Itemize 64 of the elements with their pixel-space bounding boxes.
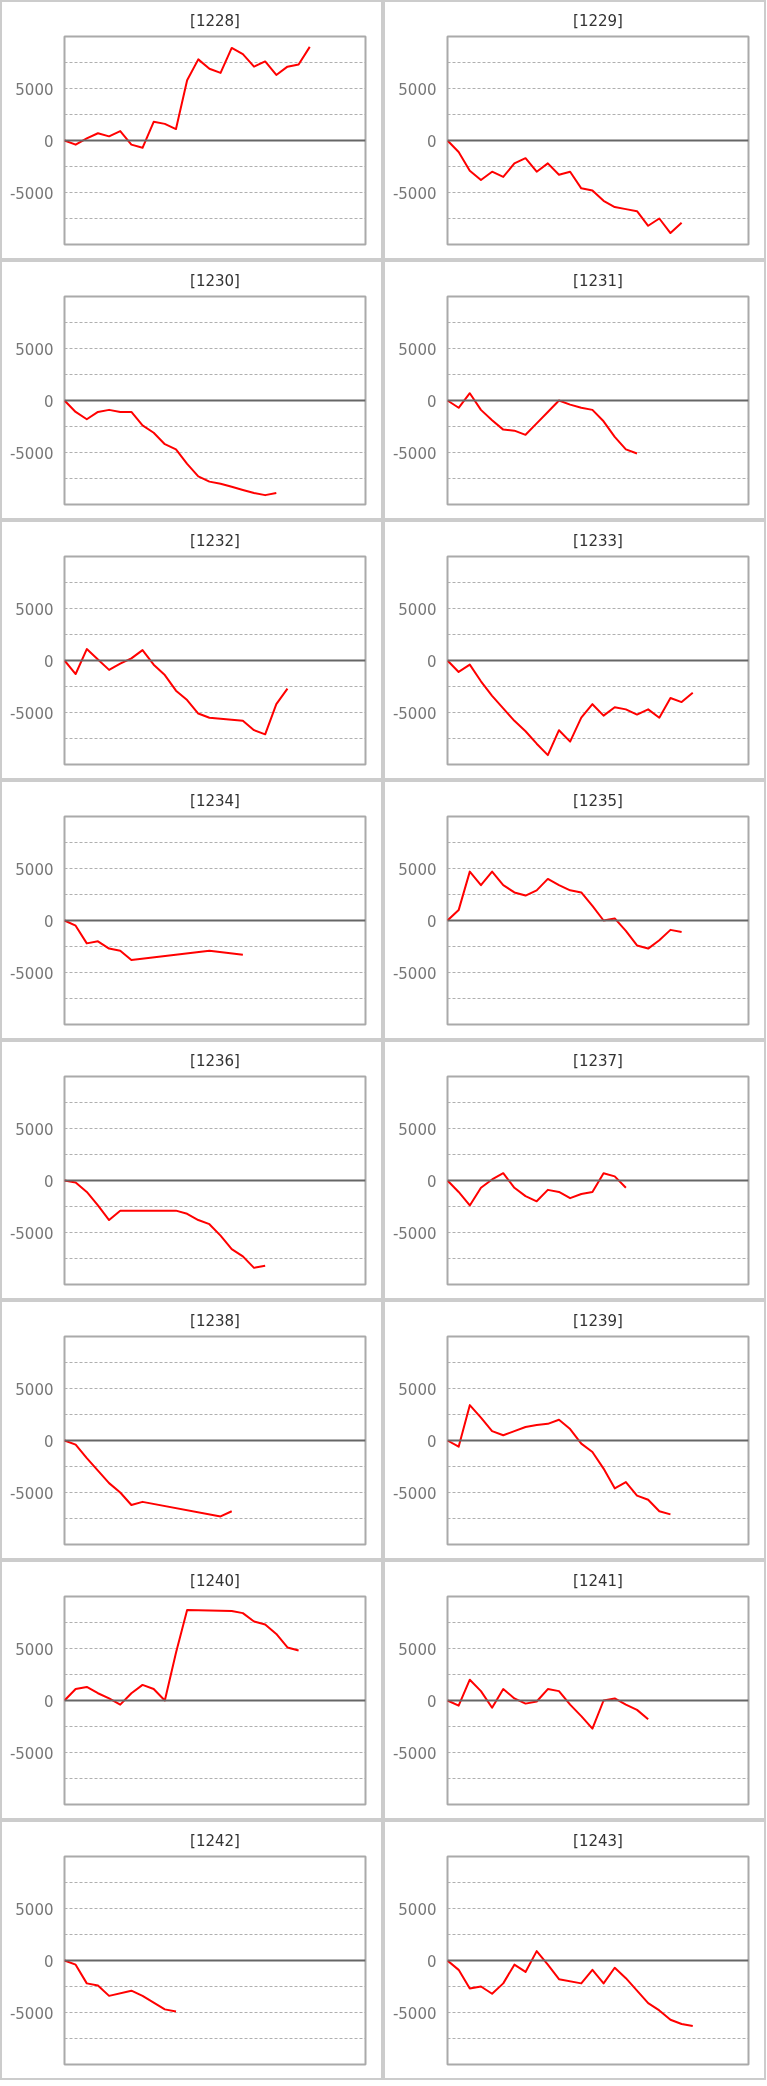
chart-title: [1240] [190, 1571, 240, 1590]
y-tick-label: 5000 [15, 340, 54, 359]
y-tick-label: -5000 [9, 1484, 54, 1503]
y-tick-label: -5000 [9, 1744, 54, 1763]
y-tick-label: 0 [43, 1952, 54, 1971]
y-tick-label: 5000 [398, 1380, 437, 1399]
y-tick-label: 0 [43, 652, 54, 671]
y-tick-label: 0 [426, 1952, 437, 1971]
y-tick-label: 5000 [15, 1120, 54, 1139]
y-tick-label: 5000 [15, 1640, 54, 1659]
y-tick-label: 5000 [398, 1900, 437, 1919]
chart-title: [1232] [190, 531, 240, 550]
y-tick-label: 0 [426, 132, 437, 151]
y-tick-label: -5000 [392, 964, 437, 983]
chart-title: [1229] [573, 11, 623, 30]
chart-title: [1228] [190, 11, 240, 30]
y-tick-label: -5000 [392, 184, 437, 203]
y-tick-label: 5000 [15, 860, 54, 879]
chart-title: [1237] [573, 1051, 623, 1070]
y-tick-label: 5000 [398, 340, 437, 359]
y-tick-label: -5000 [9, 184, 54, 203]
y-tick-label: 0 [426, 912, 437, 931]
y-tick-label: -5000 [392, 704, 437, 723]
y-tick-label: 0 [43, 1432, 54, 1451]
chart-title: [1236] [190, 1051, 240, 1070]
y-tick-label: -5000 [392, 1744, 437, 1763]
y-tick-label: 0 [426, 1172, 437, 1191]
y-tick-label: -5000 [9, 1224, 54, 1243]
y-tick-label: 0 [43, 1692, 54, 1711]
y-tick-label: -5000 [9, 2004, 54, 2023]
y-tick-label: 5000 [15, 1380, 54, 1399]
y-tick-label: 0 [426, 652, 437, 671]
y-tick-label: 5000 [398, 1120, 437, 1139]
y-tick-label: 5000 [398, 600, 437, 619]
chart-title: [1238] [190, 1311, 240, 1330]
y-tick-label: 0 [43, 392, 54, 411]
chart-title: [1231] [573, 271, 623, 290]
y-tick-label: 5000 [398, 860, 437, 879]
chart-title: [1230] [190, 271, 240, 290]
chart-title: [1242] [190, 1831, 240, 1850]
y-tick-label: 5000 [15, 80, 54, 99]
chart-title: [1239] [573, 1311, 623, 1330]
y-tick-label: -5000 [392, 444, 437, 463]
y-tick-label: 0 [426, 1692, 437, 1711]
y-tick-label: 0 [426, 1432, 437, 1451]
chart-title: [1233] [573, 531, 623, 550]
chart-title: [1234] [190, 791, 240, 810]
chart-title: [1235] [573, 791, 623, 810]
y-tick-label: 0 [43, 912, 54, 931]
y-tick-label: 0 [426, 392, 437, 411]
y-tick-label: 0 [43, 132, 54, 151]
y-tick-label: 0 [43, 1172, 54, 1191]
chart-title: [1243] [573, 1831, 623, 1850]
y-tick-label: -5000 [392, 1224, 437, 1243]
y-tick-label: 5000 [15, 600, 54, 619]
y-tick-label: -5000 [392, 1484, 437, 1503]
y-tick-label: -5000 [9, 964, 54, 983]
y-tick-label: 5000 [15, 1900, 54, 1919]
y-tick-label: 5000 [398, 80, 437, 99]
chart-title: [1241] [573, 1571, 623, 1590]
y-tick-label: -5000 [392, 2004, 437, 2023]
y-tick-label: 5000 [398, 1640, 437, 1659]
y-tick-label: -5000 [9, 704, 54, 723]
y-tick-label: -5000 [9, 444, 54, 463]
